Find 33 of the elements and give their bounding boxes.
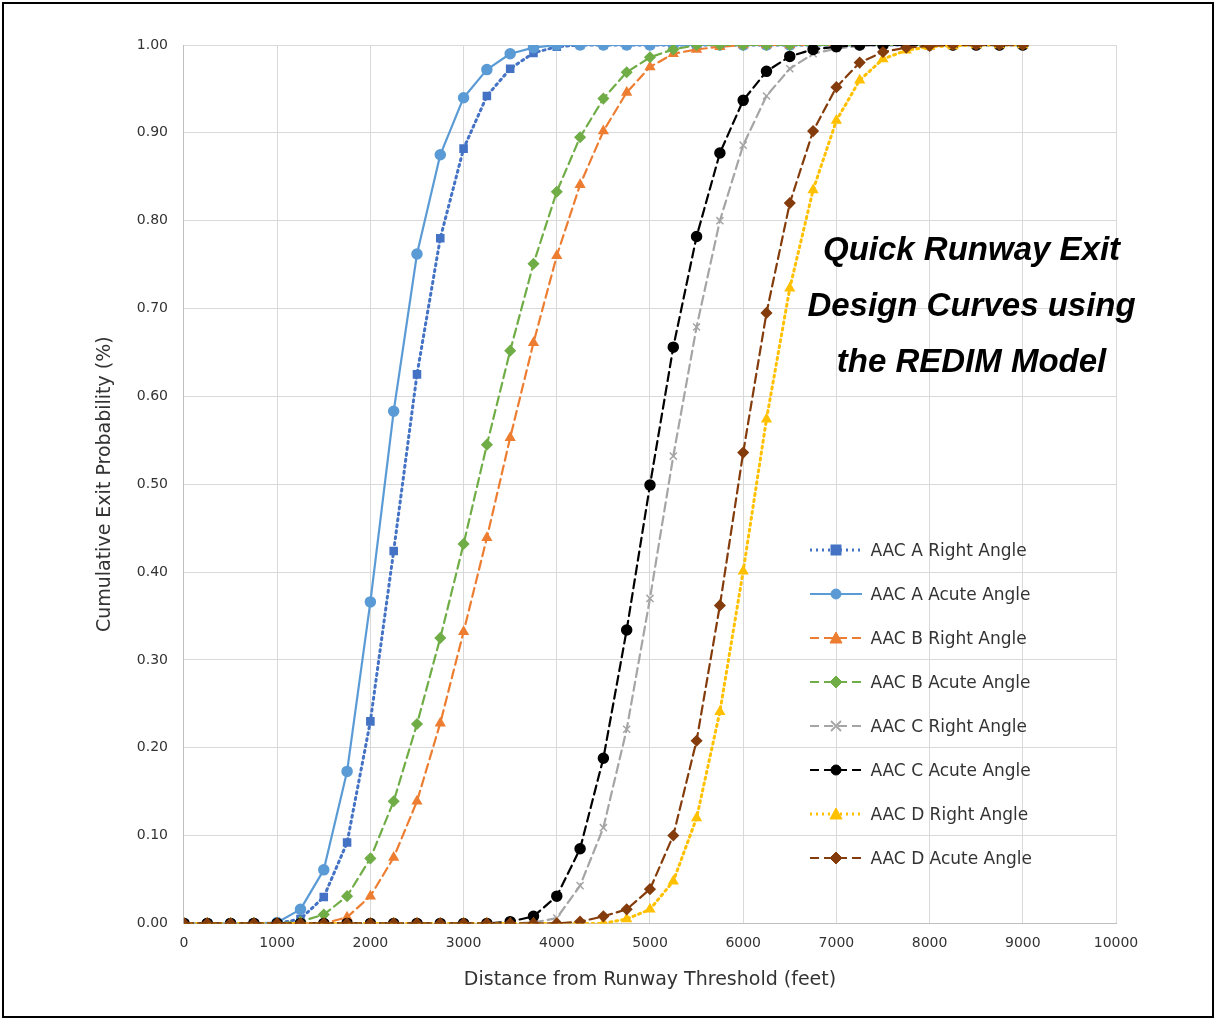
y-tick-label: 0.90 [136,123,168,140]
y-tick-label: 1.00 [136,35,168,52]
legend-label: AAC A Acute Angle [870,584,1031,605]
y-axis-title: Cumulative Exit Probability (%) [92,336,115,633]
y-tick-label: 0.00 [136,914,168,931]
legend-label: AAC D Right Angle [870,804,1029,825]
x-tick-label: 3000 [445,934,482,951]
x-tick-label: 8000 [911,934,948,951]
legend-label: AAC C Right Angle [870,716,1027,737]
x-tick-label: 9000 [1004,934,1041,951]
legend-label: AAC A Right Angle [870,540,1027,561]
x-tick-label: 0 [179,934,189,951]
y-tick-label: 0.70 [136,299,168,316]
legend-label: AAC C Acute Angle [870,760,1031,781]
y-tick-label: 0.50 [136,474,168,491]
y-tick-label: 0.80 [136,211,168,228]
x-tick-label: 6000 [725,934,762,951]
y-tick-label: 0.40 [136,562,168,579]
legend-label: AAC B Right Angle [870,628,1027,649]
text: Quick Runway Exit Design Curves using the REDIM Model [806,228,1137,381]
y-tick-label: 0.10 [136,826,168,843]
x-tick-label: 4000 [538,934,575,951]
x-tick-label: 1000 [259,934,295,951]
x-tick-label: 7000 [818,934,855,951]
legend-label: AAC B Acute Angle [870,672,1031,693]
legend-label: AAC D Acute Angle [870,848,1032,869]
y-tick-label: 0.30 [136,650,168,667]
x-axis-title: Distance from Runway Threshold (feet) [463,966,837,989]
x-tick-label: 2000 [352,934,389,951]
x-tick-label: 10000 [1093,934,1139,951]
y-tick-label: 0.20 [136,738,168,755]
x-tick-label: 5000 [632,934,668,951]
y-tick-label: 0.60 [136,387,168,403]
